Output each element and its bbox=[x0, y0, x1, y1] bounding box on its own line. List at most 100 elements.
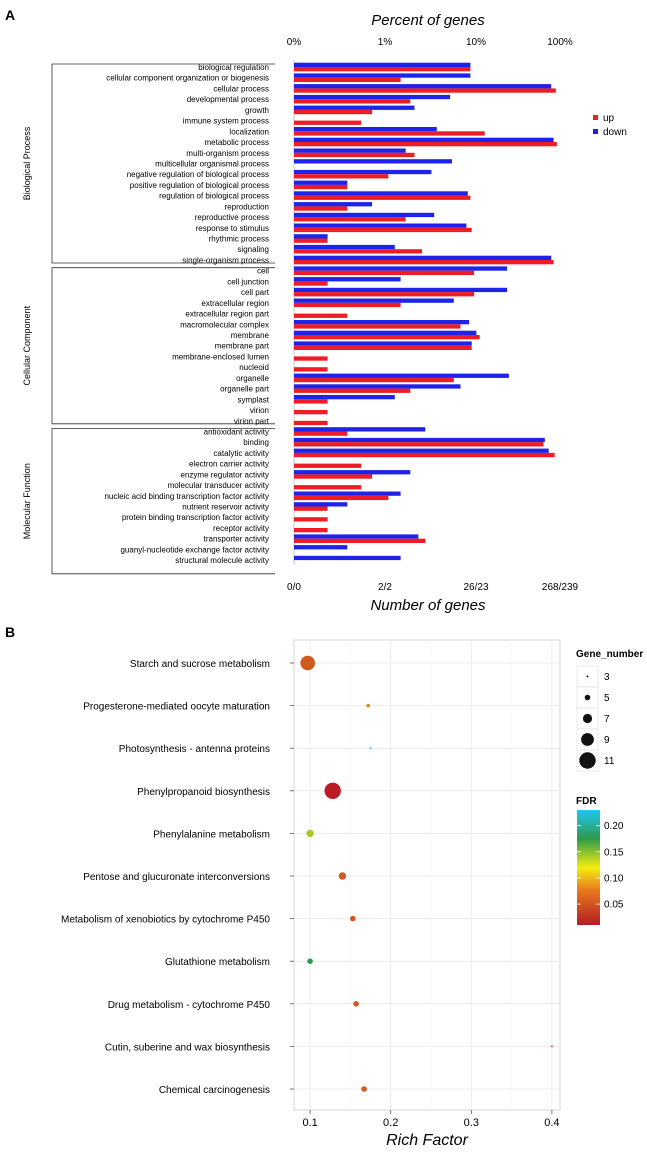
term-label: cellular process bbox=[213, 84, 269, 93]
pathway-labels: Starch and sucrose metabolism Progesteron… bbox=[61, 659, 294, 1096]
bar-down bbox=[294, 330, 477, 335]
bubble-point bbox=[353, 1001, 359, 1007]
term-label: single-organism process bbox=[182, 256, 269, 265]
bubble-point bbox=[338, 872, 347, 880]
panel-b-kegg-bubble-chart: B Starch and sucrose metabolism Progester… bbox=[5, 624, 643, 1149]
bar-up bbox=[294, 109, 373, 115]
ontology-bracket bbox=[51, 267, 275, 425]
term-label: organelle bbox=[236, 374, 269, 383]
pathway-label: Phenylalanine metabolism bbox=[153, 829, 270, 840]
term-label: cellular component organization or bioge… bbox=[106, 74, 269, 83]
term-label: virion part bbox=[234, 417, 270, 426]
bubble-point bbox=[324, 782, 341, 799]
bar-down bbox=[294, 320, 470, 325]
plot-area bbox=[293, 639, 561, 1111]
bar-up bbox=[294, 195, 471, 200]
term-label: immune system process bbox=[183, 117, 269, 126]
term-label: membrane-enclosed lumen bbox=[172, 352, 269, 361]
term-label: response to stimulus bbox=[196, 224, 269, 233]
bottom-axis-title: Number of genes bbox=[370, 597, 486, 614]
bar-up bbox=[294, 442, 544, 447]
bar-up bbox=[294, 281, 328, 286]
pathway-label: Cutin, suberine and wax biosynthesis bbox=[105, 1042, 270, 1053]
term-label: virion bbox=[250, 406, 269, 415]
term-label: membrane bbox=[231, 331, 270, 340]
bottom-tick-label: 26/23 bbox=[463, 582, 488, 593]
bar-down bbox=[294, 148, 406, 153]
panel-a-go-bar-chart: A Percent of genes 0% 1% 10% 100% biologica… bbox=[5, 7, 627, 614]
term-label: catalytic activity bbox=[213, 449, 269, 458]
bottom-axis-ticks: 0/0 2/2 26/23 268/239 bbox=[287, 582, 578, 593]
bubble-point bbox=[366, 703, 371, 708]
bar-up bbox=[294, 324, 461, 329]
ontology-brackets: Biological Process Cellular Component Mole… bbox=[22, 63, 275, 575]
term-label: molecular transducer activity bbox=[168, 481, 269, 490]
top-tick-label: 10% bbox=[466, 37, 486, 48]
grid-lines bbox=[294, 640, 560, 1110]
bar-up bbox=[294, 506, 328, 511]
bar-down bbox=[294, 266, 508, 271]
bar-down bbox=[294, 137, 554, 142]
top-axis-title: Percent of genes bbox=[371, 12, 485, 29]
bar-down bbox=[294, 384, 461, 389]
term-label: reproduction bbox=[225, 202, 269, 211]
term-label: reproductive process bbox=[195, 213, 269, 222]
bar-up bbox=[294, 238, 328, 243]
term-label: nucleic acid binding transcription facto… bbox=[104, 492, 269, 501]
term-label: cell part bbox=[241, 288, 270, 297]
bar-up bbox=[294, 517, 328, 522]
term-label: structural molecule activity bbox=[175, 556, 269, 565]
panel-a-legend: up down bbox=[593, 113, 627, 138]
bar-up bbox=[294, 88, 556, 93]
bar-down bbox=[294, 212, 435, 218]
term-label: protein binding transcription factor act… bbox=[122, 513, 269, 522]
bar-down bbox=[294, 191, 468, 196]
bar-down bbox=[294, 287, 508, 293]
term-labels: biological regulation cellular component … bbox=[104, 63, 269, 565]
size-legend-value: 5 bbox=[604, 693, 610, 704]
term-label: symplast bbox=[237, 395, 269, 404]
panel-b-label: B bbox=[5, 624, 15, 640]
term-label: multi-organism process bbox=[186, 149, 269, 158]
ontology-bracket bbox=[51, 63, 275, 264]
bar-down bbox=[294, 298, 454, 303]
bar-up bbox=[294, 495, 389, 501]
bar-down bbox=[294, 502, 348, 507]
ontology-bracket bbox=[51, 428, 275, 575]
bar-down bbox=[294, 437, 545, 443]
bar-up bbox=[294, 249, 422, 254]
term-label: antioxidant activity bbox=[204, 428, 269, 437]
term-label: electron carrier activity bbox=[189, 460, 269, 469]
bar-down bbox=[294, 202, 373, 207]
term-label: localization bbox=[229, 127, 269, 136]
size-legend-dot bbox=[582, 713, 593, 724]
bar-up bbox=[294, 410, 328, 415]
bar-down bbox=[294, 373, 509, 378]
legend-down-label: down bbox=[603, 127, 627, 138]
term-label: macromolecular complex bbox=[180, 320, 269, 329]
bar-down bbox=[294, 395, 395, 400]
size-legend-value: 9 bbox=[604, 735, 610, 746]
ontology-label: Cellular Component bbox=[22, 305, 32, 385]
size-legend-dot bbox=[579, 752, 596, 769]
bar-up bbox=[294, 345, 472, 350]
bar-up bbox=[294, 538, 426, 543]
bar-down bbox=[294, 277, 401, 282]
bar-down bbox=[294, 427, 426, 432]
bar-down bbox=[294, 555, 401, 561]
term-label: binding bbox=[243, 438, 269, 447]
term-label: signaling bbox=[237, 245, 269, 254]
bar-up bbox=[294, 227, 472, 233]
bar-up bbox=[294, 99, 411, 104]
bar-up bbox=[294, 367, 328, 372]
bar-down bbox=[294, 159, 452, 164]
x-tick-label: 0.1 bbox=[302, 1117, 317, 1129]
x-axis-ticks: 0.1 0.2 0.3 0.4 bbox=[302, 1110, 560, 1129]
bar-up bbox=[294, 431, 348, 436]
term-label: organelle part bbox=[220, 385, 270, 394]
bar-up bbox=[294, 356, 328, 361]
size-legend-dot bbox=[584, 694, 591, 701]
size-legend-dot bbox=[586, 675, 589, 678]
bar-up bbox=[294, 463, 362, 468]
